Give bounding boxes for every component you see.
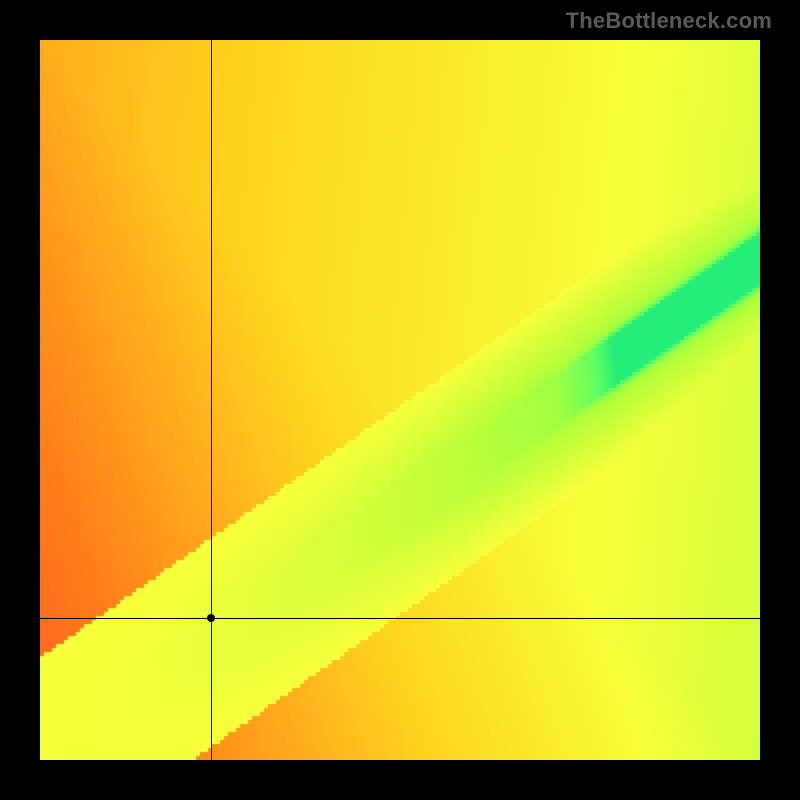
figure-root: TheBottleneck.com	[0, 0, 800, 800]
watermark-text: TheBottleneck.com	[566, 8, 772, 34]
heatmap-canvas	[40, 40, 760, 760]
heatmap-plot	[40, 40, 760, 760]
